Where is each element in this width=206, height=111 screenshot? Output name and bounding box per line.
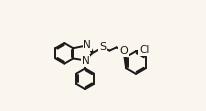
Text: N: N xyxy=(83,40,91,50)
Text: S: S xyxy=(98,42,105,52)
Text: N: N xyxy=(81,56,89,66)
Text: O: O xyxy=(119,46,127,56)
Text: Cl: Cl xyxy=(138,45,149,55)
